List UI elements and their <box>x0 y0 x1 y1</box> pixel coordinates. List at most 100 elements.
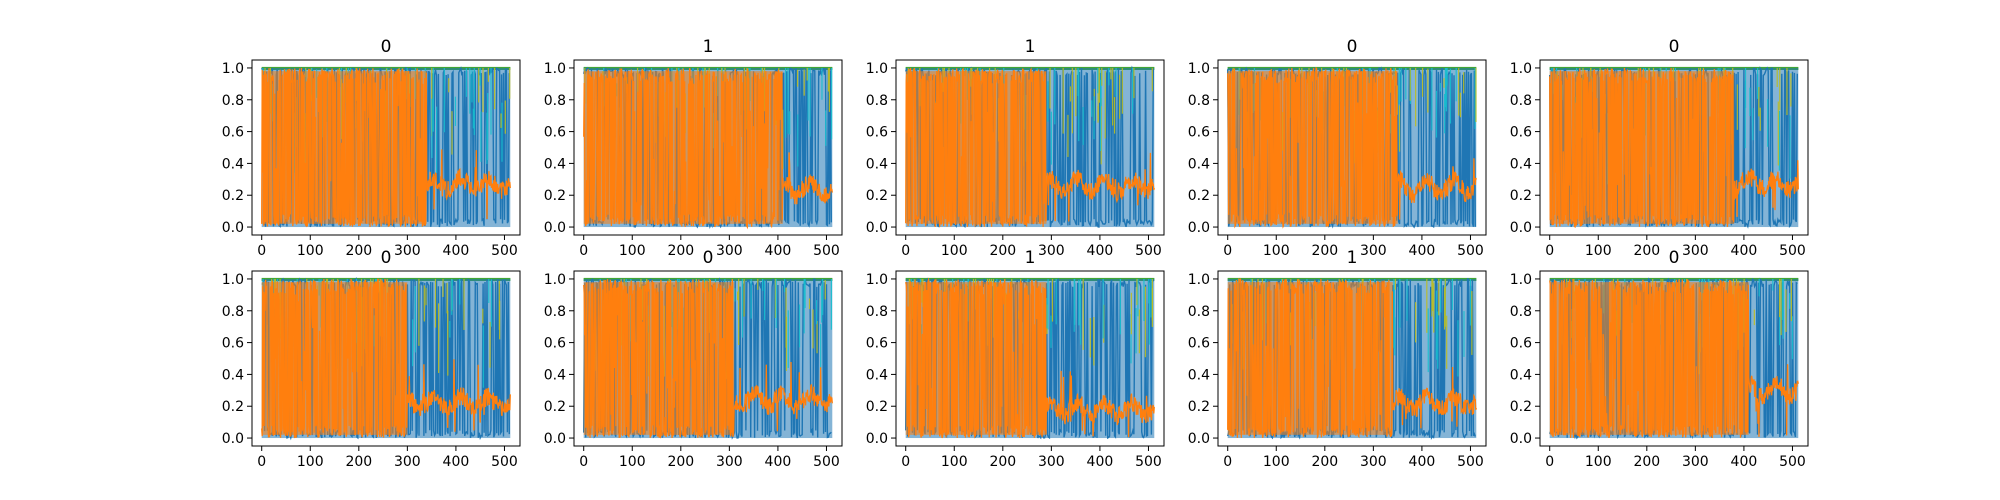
x-tick-label: 400 <box>1731 243 1758 259</box>
x-tick-label: 400 <box>1409 243 1436 259</box>
y-tick-label: 0.8 <box>222 304 244 320</box>
y-tick-label: 0.2 <box>222 188 244 204</box>
series-fill-orange <box>1549 71 1735 224</box>
x-tick-label: 0 <box>1545 454 1554 470</box>
y-tick-label: 0.6 <box>1510 336 1532 352</box>
y-tick-label: 0.0 <box>222 220 244 236</box>
y-tick-label: 0.0 <box>1510 431 1532 447</box>
series-fill-orange <box>261 71 427 224</box>
subplot-title: 0 <box>703 248 714 268</box>
y-tick-label: 0.0 <box>1510 220 1532 236</box>
x-tick-label: 200 <box>1311 243 1338 259</box>
y-tick-label: 1.0 <box>1188 61 1210 77</box>
axes-frame <box>251 59 521 236</box>
plot-area <box>583 66 833 230</box>
subplot-1: 0 100 200 300 400 500 0.0 0.2 0.4 0.6 0.8 1.0 1 <box>544 37 843 259</box>
y-tick-label: 0.4 <box>1510 156 1532 172</box>
subplot-title: 1 <box>1025 248 1036 268</box>
subplot-title: 1 <box>1347 248 1358 268</box>
subplot-5: 0 100 200 300 400 500 0.0 0.2 0.4 0.6 0.8 1.0 0 <box>222 248 521 470</box>
x-tick-label: 100 <box>941 454 968 470</box>
plot-area <box>905 65 1155 229</box>
axes-frame <box>573 270 843 447</box>
y-tick-label: 0.8 <box>544 93 566 109</box>
plot-area <box>261 66 511 228</box>
x-tick-label: 300 <box>394 454 421 470</box>
y-tick-label: 0.6 <box>866 336 888 352</box>
x-tick-label: 300 <box>394 243 421 259</box>
subplot-title: 0 <box>381 248 392 268</box>
x-tick-label: 500 <box>1135 454 1162 470</box>
y-tick-label: 0.0 <box>866 431 888 447</box>
x-tick-label: 500 <box>1779 243 1806 259</box>
y-tick-label: 1.0 <box>544 61 566 77</box>
axes-frame <box>1539 270 1809 447</box>
y-tick-label: 0.8 <box>866 93 888 109</box>
y-tick-label: 0.0 <box>1188 431 1210 447</box>
x-tick-label: 500 <box>1135 243 1162 259</box>
y-tick-label: 0.4 <box>866 367 888 383</box>
subplot-8: 0 100 200 300 400 500 0.0 0.2 0.4 0.6 0.8 1.0 1 <box>1188 248 1487 470</box>
x-tick-label: 200 <box>345 243 372 259</box>
y-tick-label: 0.0 <box>1188 220 1210 236</box>
subplot-6: 0 100 200 300 400 500 0.0 0.2 0.4 0.6 0.8 1.0 0 <box>544 248 843 470</box>
subplot-3: 0 100 200 300 400 500 0.0 0.2 0.4 0.6 0.8 1.0 0 <box>1188 37 1487 259</box>
y-tick-label: 0.8 <box>1188 304 1210 320</box>
plot-area <box>1549 277 1799 440</box>
y-tick-label: 0.6 <box>1188 336 1210 352</box>
x-tick-label: 500 <box>491 243 518 259</box>
axes-frame <box>895 270 1165 447</box>
x-tick-label: 0 <box>1545 243 1554 259</box>
y-tick-label: 1.0 <box>1188 272 1210 288</box>
axes-frame <box>573 59 843 236</box>
x-tick-label: 500 <box>813 454 840 470</box>
plot-area <box>261 276 511 441</box>
plot-area <box>583 277 833 440</box>
subplot-2: 0 100 200 300 400 500 0.0 0.2 0.4 0.6 0.8 1.0 1 <box>866 37 1165 259</box>
y-tick-label: 0.4 <box>866 156 888 172</box>
y-tick-label: 0.6 <box>1188 125 1210 141</box>
x-tick-label: 500 <box>813 243 840 259</box>
x-tick-label: 400 <box>765 454 792 470</box>
x-tick-label: 400 <box>765 243 792 259</box>
series-fill-orange <box>1227 71 1398 224</box>
x-tick-label: 200 <box>1633 243 1660 259</box>
x-tick-label: 0 <box>257 454 266 470</box>
x-tick-label: 400 <box>1409 454 1436 470</box>
y-tick-label: 0.8 <box>866 304 888 320</box>
y-tick-label: 0.2 <box>1188 399 1210 415</box>
series-fill-orange <box>583 71 783 224</box>
x-tick-label: 0 <box>1223 243 1232 259</box>
plot-area <box>1227 277 1477 440</box>
plot-area <box>1226 66 1477 229</box>
y-tick-label: 1.0 <box>866 61 888 77</box>
y-tick-label: 1.0 <box>1510 272 1532 288</box>
x-tick-label: 200 <box>989 243 1016 259</box>
x-tick-label: 300 <box>1038 243 1065 259</box>
x-tick-label: 0 <box>579 454 588 470</box>
x-tick-label: 500 <box>1457 243 1484 259</box>
subplot-title: 0 <box>1669 37 1680 57</box>
x-tick-label: 100 <box>619 454 646 470</box>
y-tick-label: 0.0 <box>544 220 566 236</box>
y-tick-label: 0.8 <box>544 304 566 320</box>
subplot-title: 1 <box>1025 37 1036 57</box>
subplot-title: 0 <box>1347 37 1358 57</box>
x-tick-label: 300 <box>1360 243 1387 259</box>
x-tick-label: 0 <box>579 243 588 259</box>
x-tick-label: 300 <box>1682 454 1709 470</box>
series-fill-orange <box>1549 282 1749 435</box>
x-tick-label: 100 <box>297 454 324 470</box>
axes-frame <box>251 270 521 447</box>
plot-area <box>905 277 1155 440</box>
y-tick-label: 0.2 <box>222 399 244 415</box>
y-tick-label: 0.4 <box>1188 156 1210 172</box>
axes-frame <box>1217 59 1487 236</box>
y-tick-label: 0.6 <box>222 125 244 141</box>
x-tick-label: 0 <box>257 243 266 259</box>
x-tick-label: 100 <box>1263 243 1290 259</box>
x-tick-label: 0 <box>901 454 910 470</box>
y-tick-label: 0.2 <box>544 188 566 204</box>
